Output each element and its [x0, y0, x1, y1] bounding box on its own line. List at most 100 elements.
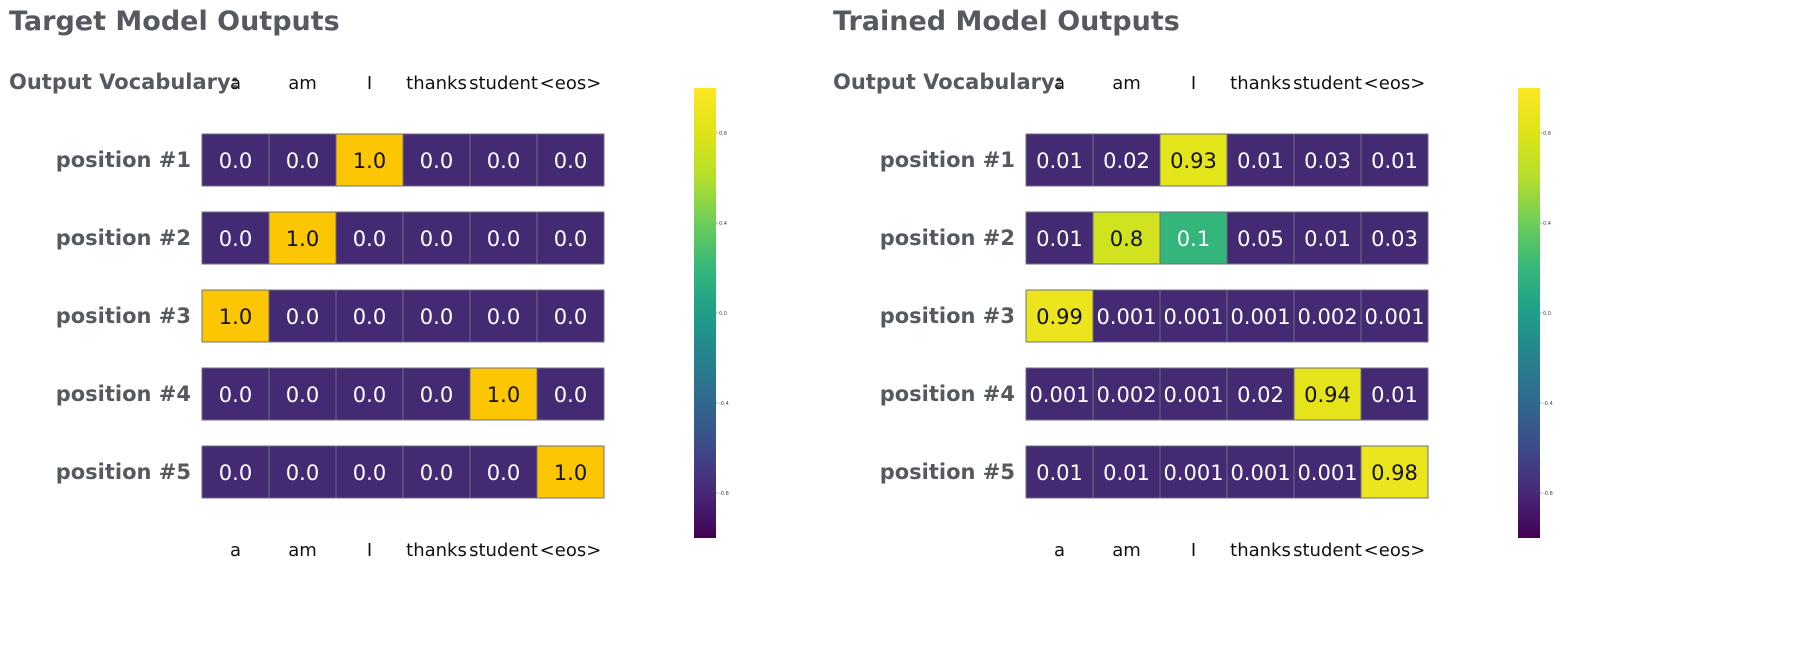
heatmap-cell	[1360, 367, 1429, 421]
heatmap-cell	[1293, 289, 1362, 343]
cell-value-label: 1.0	[286, 227, 319, 251]
cell-value-label: 0.0	[420, 227, 453, 251]
colorbar-tick-label: 0.0	[719, 311, 727, 317]
cell-value-label: 0.0	[286, 461, 319, 485]
heatmap-cell	[1293, 211, 1362, 265]
colorbar-tick-label: 0.8	[719, 131, 727, 137]
column-label-bottom: thanks	[406, 540, 467, 561]
cell-value-label: 0.0	[353, 383, 386, 407]
heatmap-cell	[1360, 445, 1429, 499]
heatmap-cell	[469, 445, 538, 499]
cell-value-label: 0.0	[554, 305, 587, 329]
heatmap-cell	[469, 367, 538, 421]
cell-value-label: 0.1	[1177, 227, 1210, 251]
heatmap-cell	[201, 289, 270, 343]
heatmap-cell	[335, 133, 404, 187]
row-label: position #1	[56, 148, 191, 172]
column-label-bottom: am	[1112, 540, 1141, 561]
heatmap-cell	[1226, 445, 1295, 499]
heatmap-cell	[402, 445, 471, 499]
heatmap-cell	[1293, 367, 1362, 421]
colorbar-tick-label: 0.4	[1543, 221, 1551, 227]
colorbar-tick-label: -0.4	[719, 401, 729, 407]
heatmap-cell	[1159, 289, 1228, 343]
row-label: position #4	[56, 382, 191, 406]
colorbar	[1518, 88, 1540, 538]
heatmap-cell	[335, 367, 404, 421]
cell-value-label: 0.0	[219, 149, 252, 173]
colorbar-tick-label: 0.4	[719, 221, 727, 227]
heatmap-cell	[1226, 367, 1295, 421]
column-label-top: am	[1112, 73, 1141, 94]
colorbar-tick-label: -0.8	[1543, 491, 1553, 497]
row-label: position #2	[880, 226, 1015, 250]
heatmap-cell	[268, 289, 337, 343]
heatmap-cell	[201, 211, 270, 265]
cell-value-label: 0.01	[1036, 149, 1083, 173]
column-label-top: student	[1293, 73, 1362, 94]
cell-value-label: 0.01	[1371, 383, 1418, 407]
cell-value-label: 0.01	[1103, 461, 1150, 485]
cell-value-label: 0.002	[1297, 305, 1357, 329]
column-label-top: thanks	[406, 73, 467, 94]
cell-value-label: 0.001	[1297, 461, 1357, 485]
heatmap-cell	[1293, 133, 1362, 187]
cell-value-label: 0.93	[1170, 149, 1217, 173]
cell-value-label: 0.01	[1371, 149, 1418, 173]
column-label-bottom: thanks	[1230, 540, 1291, 561]
column-label-bottom: student	[1293, 540, 1362, 561]
heatmap-cell	[536, 133, 605, 187]
cell-value-label: 0.001	[1029, 383, 1089, 407]
cell-value-label: 0.98	[1371, 461, 1418, 485]
cell-value-label: 1.0	[219, 305, 252, 329]
heatmap-cell	[1159, 211, 1228, 265]
cell-value-label: 0.0	[420, 149, 453, 173]
cell-value-label: 0.94	[1304, 383, 1351, 407]
output-vocabulary-label: Output Vocabulary:	[9, 70, 239, 94]
cell-value-label: 1.0	[487, 383, 520, 407]
cell-value-label: 0.0	[353, 461, 386, 485]
cell-value-label: 0.001	[1230, 461, 1290, 485]
cell-value-label: 0.002	[1096, 383, 1156, 407]
heatmap-cell	[402, 367, 471, 421]
row-label: position #1	[880, 148, 1015, 172]
heatmap-cell	[402, 211, 471, 265]
cell-value-label: 0.8	[1110, 227, 1143, 251]
column-label-top: student	[469, 73, 538, 94]
heatmap-cell	[268, 211, 337, 265]
heatmap-cell	[1025, 445, 1094, 499]
heatmap-cell	[268, 367, 337, 421]
column-label-bottom: am	[288, 540, 317, 561]
column-label-top: a	[1054, 73, 1065, 94]
cell-value-label: 0.01	[1304, 227, 1351, 251]
column-label-top: am	[288, 73, 317, 94]
cell-value-label: 0.01	[1237, 149, 1284, 173]
cell-value-label: 0.0	[219, 461, 252, 485]
column-label-bottom: I	[1191, 540, 1196, 561]
heatmap-cell	[201, 367, 270, 421]
column-label-top: <eos>	[1364, 73, 1426, 94]
column-label-top: I	[367, 73, 372, 94]
heatmap-cell	[469, 289, 538, 343]
cell-value-label: 0.001	[1163, 461, 1223, 485]
cell-value-label: 0.001	[1163, 305, 1223, 329]
heatmap-cell	[268, 133, 337, 187]
colorbar-tick-label: -0.4	[1543, 401, 1553, 407]
row-label: position #5	[56, 460, 191, 484]
cell-value-label: 0.0	[353, 227, 386, 251]
heatmap-cell	[335, 445, 404, 499]
heatmap-cell	[201, 445, 270, 499]
cell-value-label: 0.03	[1304, 149, 1351, 173]
cell-value-label: 0.03	[1371, 227, 1418, 251]
heatmap-cell	[536, 289, 605, 343]
heatmap-cell	[1092, 133, 1161, 187]
heatmap-cell	[1360, 133, 1429, 187]
cell-value-label: 0.0	[219, 383, 252, 407]
cell-value-label: 0.01	[1036, 227, 1083, 251]
colorbar-tick-label: 0.8	[1543, 131, 1551, 137]
cell-value-label: 0.0	[420, 383, 453, 407]
heatmap-cell	[402, 289, 471, 343]
chart-title: Trained Model Outputs	[833, 6, 1180, 37]
